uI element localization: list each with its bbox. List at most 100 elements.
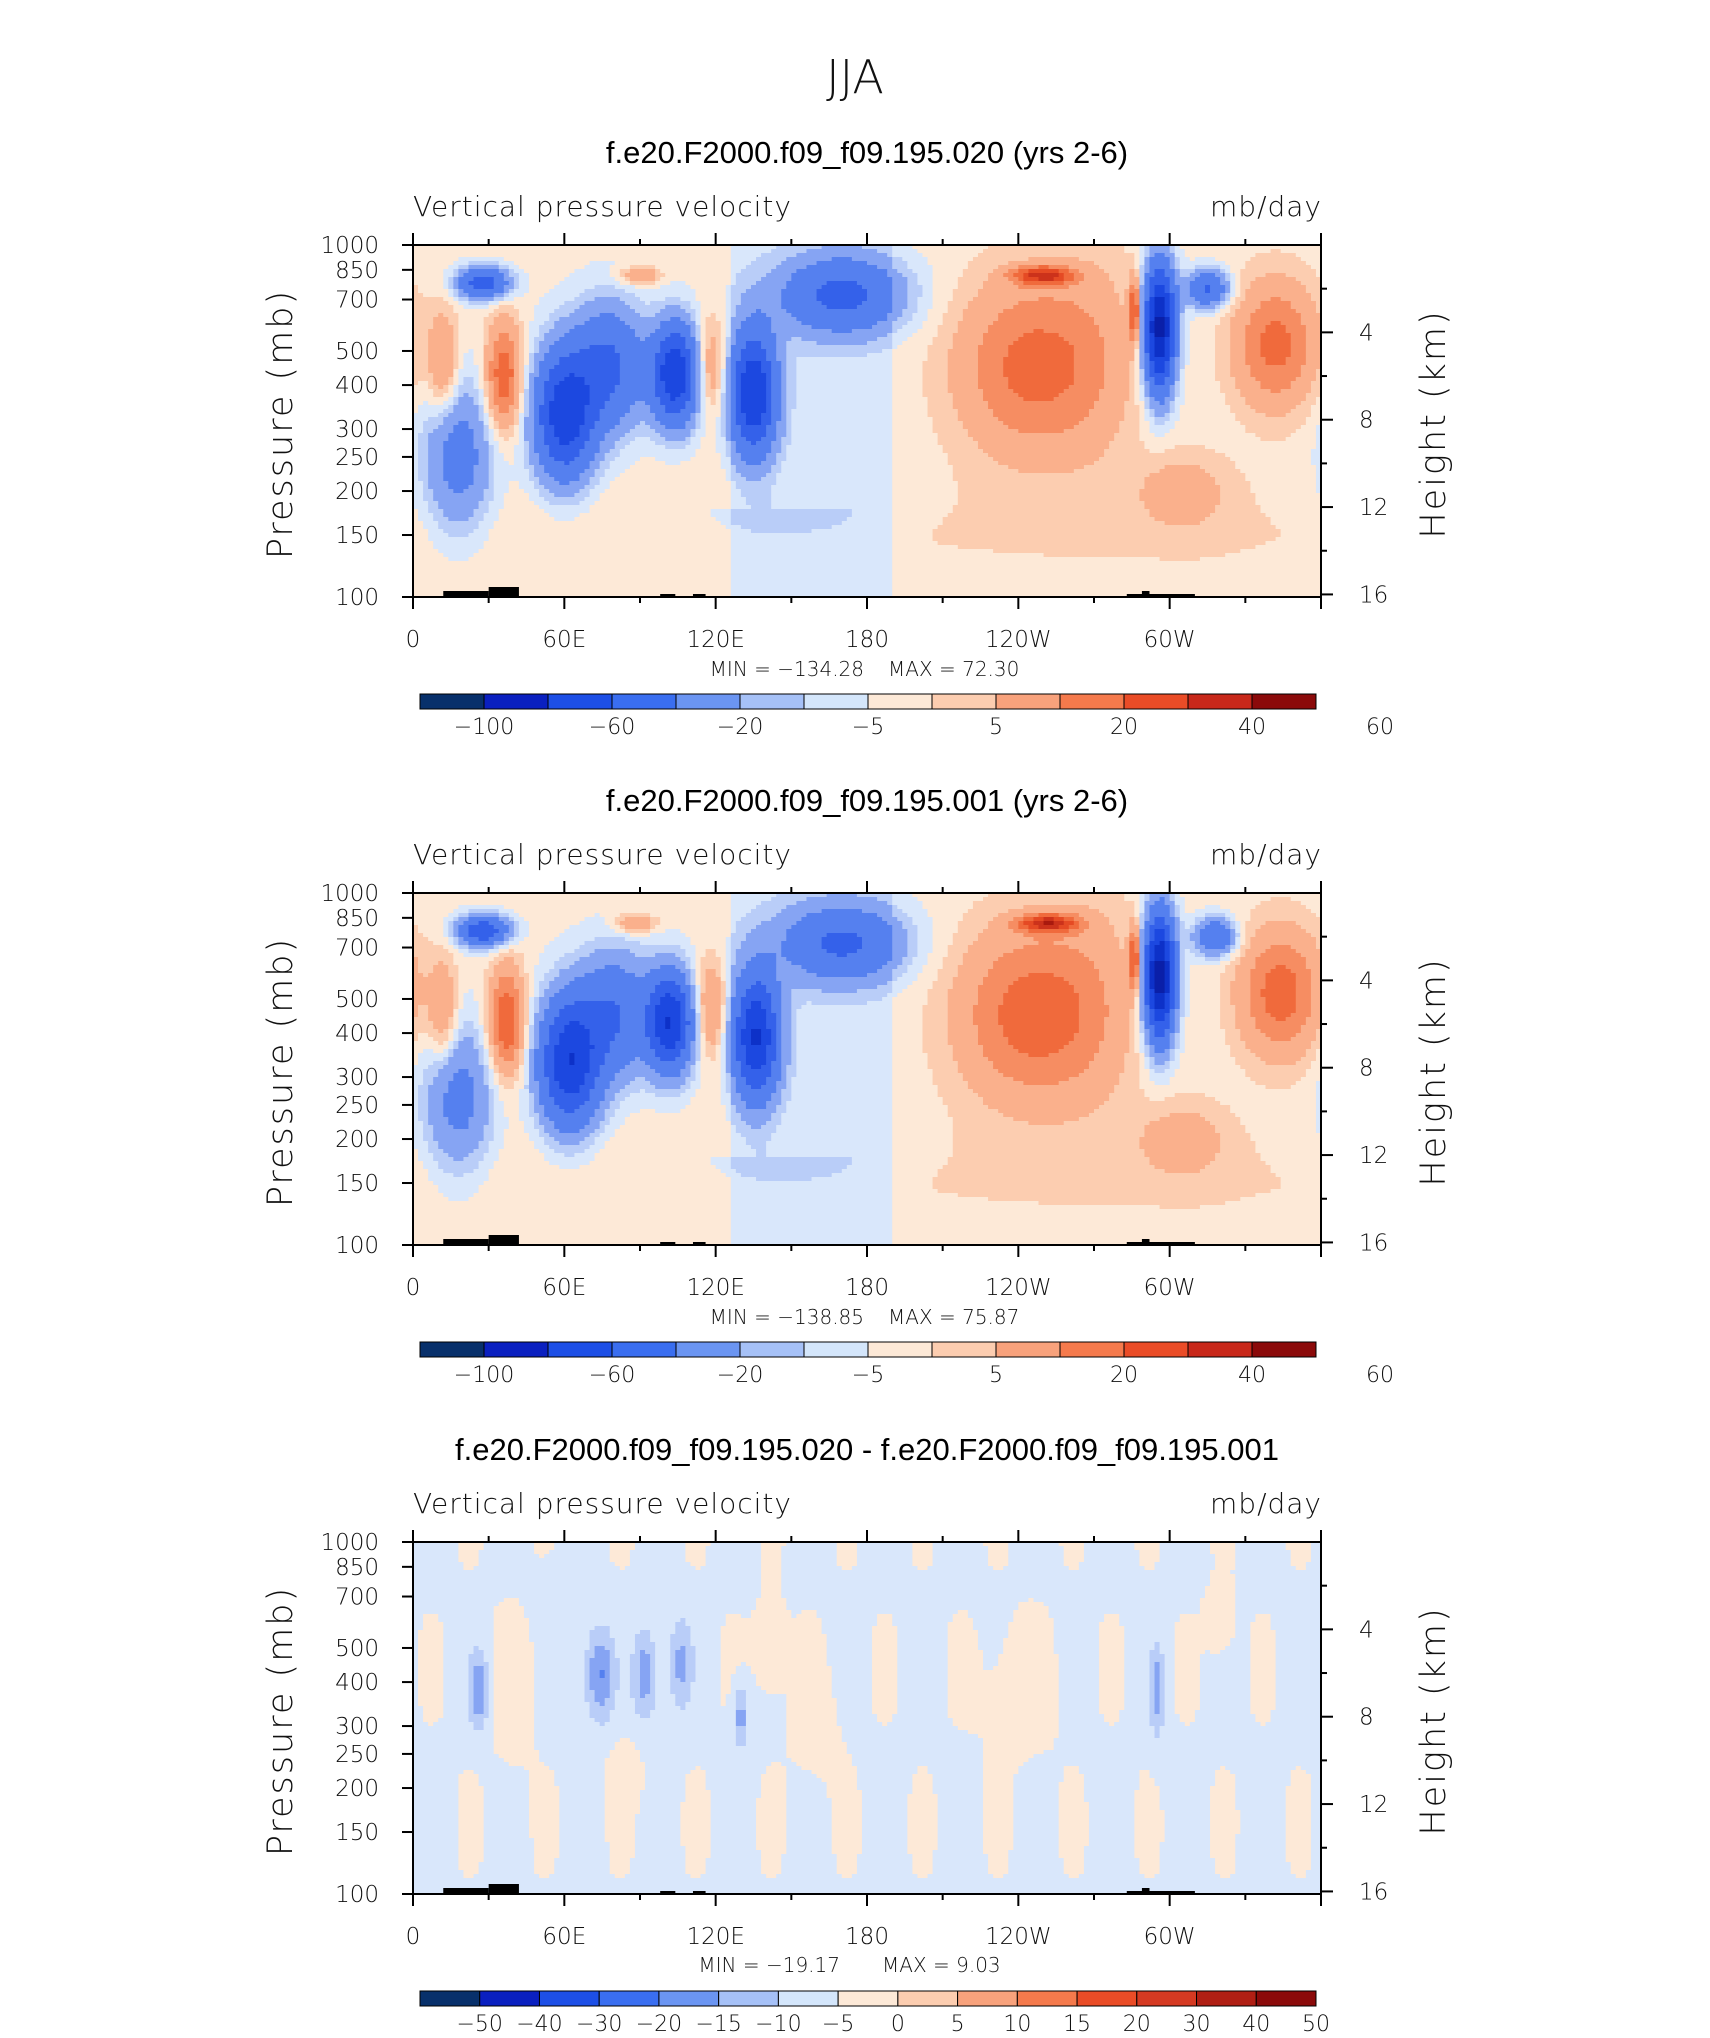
contour-cell — [443, 509, 475, 514]
contour-cell — [448, 413, 480, 418]
contour-cell — [776, 429, 787, 434]
contour-cell — [735, 421, 747, 426]
contour-cell — [1220, 1025, 1236, 1030]
contour-cell — [766, 453, 777, 458]
contour-cell — [1149, 1009, 1156, 1014]
contour-cell — [1184, 401, 1226, 406]
contour-cell — [443, 277, 449, 282]
contour-cell — [1260, 505, 1321, 510]
contour-cell — [1119, 421, 1140, 426]
contour-cell — [453, 1009, 459, 1014]
contour-cell — [725, 305, 732, 310]
contour-cell — [720, 1005, 727, 1010]
contour-cell — [503, 257, 732, 262]
contour-cell — [761, 369, 772, 374]
contour-cell — [458, 265, 470, 270]
contour-cell — [1174, 281, 1191, 286]
contour-cell — [665, 389, 686, 394]
contour-cell — [761, 1041, 772, 1046]
contour-cell — [907, 277, 919, 282]
contour-cell — [1114, 289, 1125, 294]
contour-cell — [1018, 277, 1024, 282]
contour-cell — [1104, 449, 1151, 454]
contour-cell — [892, 557, 1161, 562]
contour-cell — [584, 265, 611, 270]
contour-cell — [1305, 357, 1321, 362]
contour-cell — [1174, 365, 1181, 370]
contour-cell — [730, 245, 777, 250]
contour-cell — [1164, 929, 1171, 934]
contour-cell — [877, 265, 893, 270]
contour-cell — [483, 969, 495, 974]
contour-cell — [892, 545, 959, 550]
contour-cell — [1220, 981, 1231, 986]
contour-cell — [599, 413, 626, 418]
contour-cell — [488, 937, 505, 942]
contour-cell — [629, 409, 651, 414]
contour-cell — [650, 993, 666, 998]
contour-cell — [503, 285, 515, 290]
contour-cell — [1063, 921, 1075, 926]
contour-cell — [1215, 477, 1246, 482]
contour-cell — [1164, 1029, 1176, 1034]
contour-cell — [529, 361, 535, 366]
contour-cell — [680, 461, 722, 466]
contour-cell — [508, 273, 520, 278]
contour-cell — [977, 1025, 1004, 1030]
contour-cell — [1184, 329, 1191, 334]
contour-cell — [1260, 345, 1292, 350]
contour-cell — [730, 413, 737, 418]
contour-cell — [1114, 285, 1130, 290]
contour-cell — [559, 361, 621, 366]
contour-cell — [1104, 349, 1135, 354]
contour-cell — [503, 277, 515, 282]
contour-cell — [1235, 977, 1251, 982]
contour-cell — [448, 481, 475, 486]
contour-cell — [529, 365, 535, 370]
contour-cell — [458, 945, 470, 950]
contour-cell — [735, 337, 777, 342]
contour-cell — [685, 1041, 692, 1046]
contour-cell — [508, 385, 515, 390]
contour-cell — [523, 349, 530, 354]
contour-cell — [1215, 365, 1231, 370]
contour-cell — [529, 473, 535, 478]
contour-cell — [680, 1009, 686, 1014]
contour-cell — [887, 993, 898, 998]
contour-cell — [730, 389, 737, 394]
contour-cell — [715, 393, 722, 398]
contour-cell — [513, 349, 520, 354]
contour-cell — [1139, 349, 1146, 354]
contour-cell — [1078, 933, 1115, 938]
contour-cell — [735, 921, 762, 926]
contour-cell — [413, 513, 419, 518]
contour-cell — [1139, 1005, 1146, 1010]
contour-cell — [1144, 377, 1156, 382]
contour-cell — [1225, 401, 1246, 406]
contour-cell — [907, 933, 919, 938]
contour-cell — [791, 425, 893, 430]
contour-cell — [1310, 989, 1321, 994]
contour-cell — [1235, 1025, 1257, 1030]
contour-cell — [1139, 337, 1146, 342]
contour-cell — [1315, 437, 1321, 442]
contour-cell — [675, 1041, 686, 1046]
contour-cell — [539, 989, 545, 994]
contour-cell — [458, 977, 485, 982]
contour-cell — [468, 393, 480, 398]
contour-cell — [735, 341, 747, 346]
contour-cell — [1169, 349, 1176, 354]
contour-cell — [700, 1025, 707, 1030]
contour-cell — [1199, 273, 1216, 278]
contour-cell — [1164, 309, 1171, 314]
contour-cell — [962, 961, 994, 966]
contour-cell — [1073, 301, 1120, 306]
contour-cell — [892, 429, 934, 434]
contour-cell — [655, 369, 661, 374]
contour-cell — [1124, 297, 1130, 302]
contour-cell — [750, 261, 782, 266]
contour-cell — [1230, 993, 1251, 998]
contour-cell — [640, 313, 656, 318]
contour-cell — [1169, 305, 1176, 310]
contour-cell — [523, 989, 530, 994]
